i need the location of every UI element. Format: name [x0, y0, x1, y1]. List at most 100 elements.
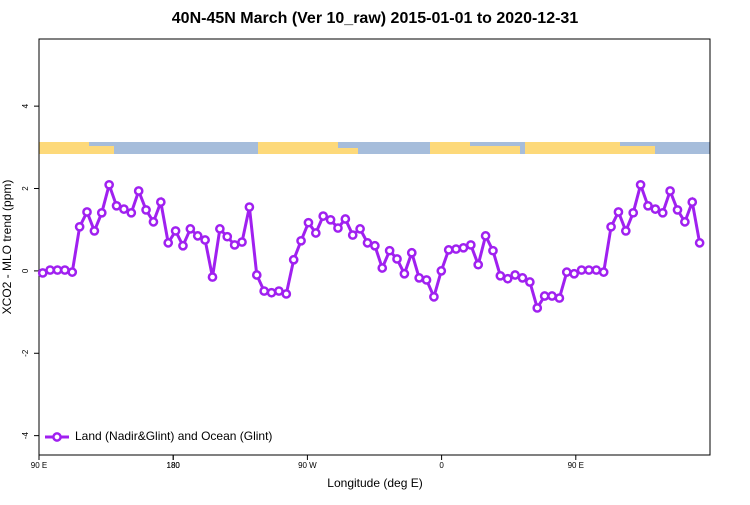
x-axis-label: Longitude (deg E)	[327, 476, 422, 490]
point	[421, 275, 432, 285]
point	[584, 265, 594, 275]
point	[436, 266, 447, 276]
point	[377, 263, 388, 273]
y-axis-label: XCO2 - MLO trend (ppm)	[0, 180, 14, 315]
point	[643, 200, 653, 211]
y-tick-label: 0	[21, 268, 30, 273]
point	[163, 238, 174, 248]
point	[665, 186, 675, 196]
point	[657, 207, 668, 218]
x-tick-label: 90 E	[568, 461, 584, 470]
point	[126, 207, 137, 218]
point	[532, 303, 543, 313]
chart-title: 40N-45N March (Ver 10_raw) 2015-01-01 to…	[172, 10, 579, 27]
point	[495, 270, 506, 281]
point	[200, 235, 210, 245]
land-band	[89, 146, 114, 154]
point	[37, 268, 48, 278]
point	[539, 291, 550, 301]
point	[82, 207, 92, 217]
point	[443, 245, 454, 255]
point	[340, 214, 351, 224]
point	[325, 214, 336, 225]
legend-marker	[52, 432, 62, 442]
x-tick-label: 90 E	[31, 461, 47, 470]
point	[281, 289, 292, 299]
point	[45, 265, 55, 275]
point	[510, 270, 520, 280]
point	[569, 268, 580, 279]
point	[288, 254, 299, 265]
point	[259, 286, 270, 296]
point	[606, 221, 616, 232]
point	[244, 202, 255, 212]
point	[525, 277, 535, 287]
point	[296, 235, 306, 246]
point	[89, 226, 100, 236]
point	[406, 247, 417, 258]
point	[192, 231, 203, 241]
point	[185, 224, 196, 234]
x-tick-label: 180	[167, 461, 181, 470]
point	[170, 226, 181, 236]
point	[303, 217, 314, 228]
point	[517, 273, 528, 283]
point	[414, 273, 425, 283]
point	[104, 179, 115, 190]
land-band	[430, 142, 470, 154]
point	[155, 197, 166, 207]
point	[620, 226, 631, 236]
point	[488, 245, 498, 256]
point	[133, 186, 144, 196]
point	[318, 211, 329, 221]
point	[392, 254, 402, 264]
point	[429, 291, 439, 302]
point	[251, 270, 262, 280]
land-band	[338, 148, 358, 154]
point	[347, 230, 358, 240]
y-tick-label: -2	[21, 349, 30, 357]
point	[52, 265, 63, 275]
point	[399, 268, 410, 279]
y-tick-label: 2	[21, 186, 30, 191]
point	[613, 207, 624, 217]
point	[333, 223, 343, 233]
point	[598, 267, 609, 277]
land-ocean-strip	[39, 142, 710, 154]
land-band	[620, 146, 655, 154]
point	[119, 204, 129, 214]
point	[207, 272, 218, 282]
point	[237, 237, 247, 247]
point	[229, 240, 240, 250]
point	[266, 287, 277, 298]
point	[465, 240, 476, 250]
point	[561, 267, 572, 277]
point	[502, 273, 513, 284]
point	[148, 217, 159, 227]
point	[178, 240, 188, 251]
point	[672, 205, 683, 215]
point	[96, 207, 107, 218]
point	[222, 231, 233, 242]
point	[74, 221, 85, 232]
point	[215, 224, 225, 234]
point	[67, 267, 78, 277]
point	[473, 259, 484, 270]
land-band	[470, 146, 520, 154]
point	[355, 224, 365, 234]
point	[547, 291, 557, 301]
point	[554, 293, 565, 303]
point	[60, 265, 70, 275]
point	[694, 238, 705, 248]
land-band	[258, 142, 338, 154]
y-tick-label: -4	[21, 432, 30, 440]
land-band	[525, 142, 620, 154]
point	[628, 207, 639, 218]
y-tick-label: 4	[21, 103, 30, 108]
point	[370, 240, 380, 251]
point	[480, 231, 491, 241]
plot-frame	[38, 38, 711, 456]
point	[310, 228, 321, 238]
point	[687, 197, 698, 207]
